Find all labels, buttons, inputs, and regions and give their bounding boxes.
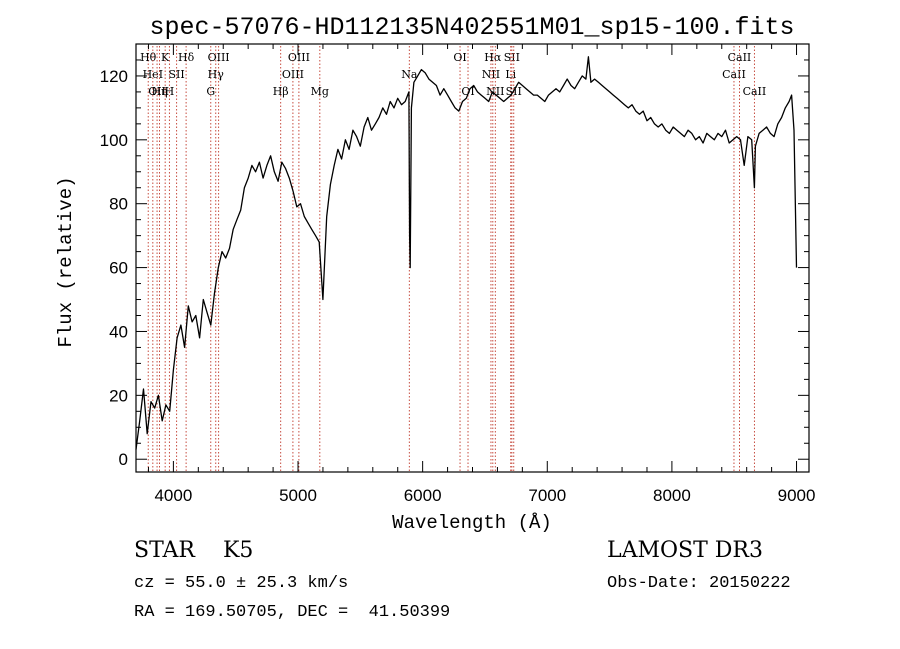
line-marker-label: NII: [486, 85, 504, 98]
x-axis-label: Wavelength (Å): [392, 512, 552, 534]
y-tick-label: 120: [100, 67, 128, 86]
line-marker-label: H: [165, 85, 175, 98]
object-class-label: STAR K5: [134, 538, 254, 563]
y-tick-label: 60: [109, 259, 128, 278]
survey-label: LAMOST DR3: [607, 538, 763, 563]
y-tick-label: 40: [109, 322, 128, 341]
coordinates-label: RA = 169.50705, DEC = 41.50399: [134, 603, 451, 622]
spectrum-line: [135, 56, 798, 450]
line-marker-label: OIII: [208, 51, 230, 64]
line-marker-label: Hδ: [178, 51, 195, 64]
y-tick-label: 0: [119, 450, 128, 469]
line-marker-label: SII: [169, 68, 185, 81]
line-marker-label: Hα: [484, 51, 502, 64]
line-marker-label: OIII: [288, 51, 310, 64]
y-tick-label: 80: [109, 195, 128, 214]
x-tick-label: 6000: [404, 486, 442, 505]
line-marker-label: G: [206, 85, 215, 98]
plot-frame: [135, 43, 810, 473]
line-marker-label: Hγ: [208, 68, 225, 81]
line-marker-label: Na: [401, 68, 418, 81]
x-tick-label: 4000: [154, 486, 192, 505]
axes: 4000 5000 6000 7000 8000 9000 0 20 40 60 80 100 120: [100, 43, 816, 505]
x-tick-label: 9000: [778, 486, 816, 505]
line-marker-label: CaII: [743, 85, 767, 98]
observation-date-label: Obs-Date: 20150222: [607, 574, 791, 593]
line-marker-label: Hη: [151, 85, 167, 98]
y-tick-label: 100: [100, 131, 128, 150]
x-tick-label: 7000: [528, 486, 566, 505]
line-marker-label: CaII: [728, 51, 752, 64]
x-tick-label: 8000: [653, 486, 691, 505]
line-marker-label: Hβ: [273, 85, 289, 98]
y-axis-label: Flux (relative): [55, 176, 77, 347]
line-marker-label: SII: [504, 51, 520, 64]
y-tick-label: 20: [109, 386, 128, 405]
chart-title: spec-57076-HD112135N402551M01_sp15-100.f…: [149, 13, 794, 42]
line-marker-label: Mg: [311, 85, 329, 98]
line-marker-label: Li: [505, 68, 516, 81]
line-marker-label: CaII: [722, 68, 746, 81]
line-marker-label: OIII: [282, 68, 304, 81]
line-marker-label: OI: [453, 51, 466, 64]
line-marker-label: Hθ: [140, 51, 157, 64]
line-marker-label: OII: [148, 85, 166, 98]
line-marker-label: NII: [482, 68, 500, 81]
redshift-label: cz = 55.0 ± 25.3 km/s: [134, 574, 349, 593]
line-marker-label: HeI: [143, 68, 163, 81]
x-tick-label: 5000: [279, 486, 317, 505]
line-marker-label: K: [161, 51, 170, 64]
plot-area: [135, 56, 798, 450]
